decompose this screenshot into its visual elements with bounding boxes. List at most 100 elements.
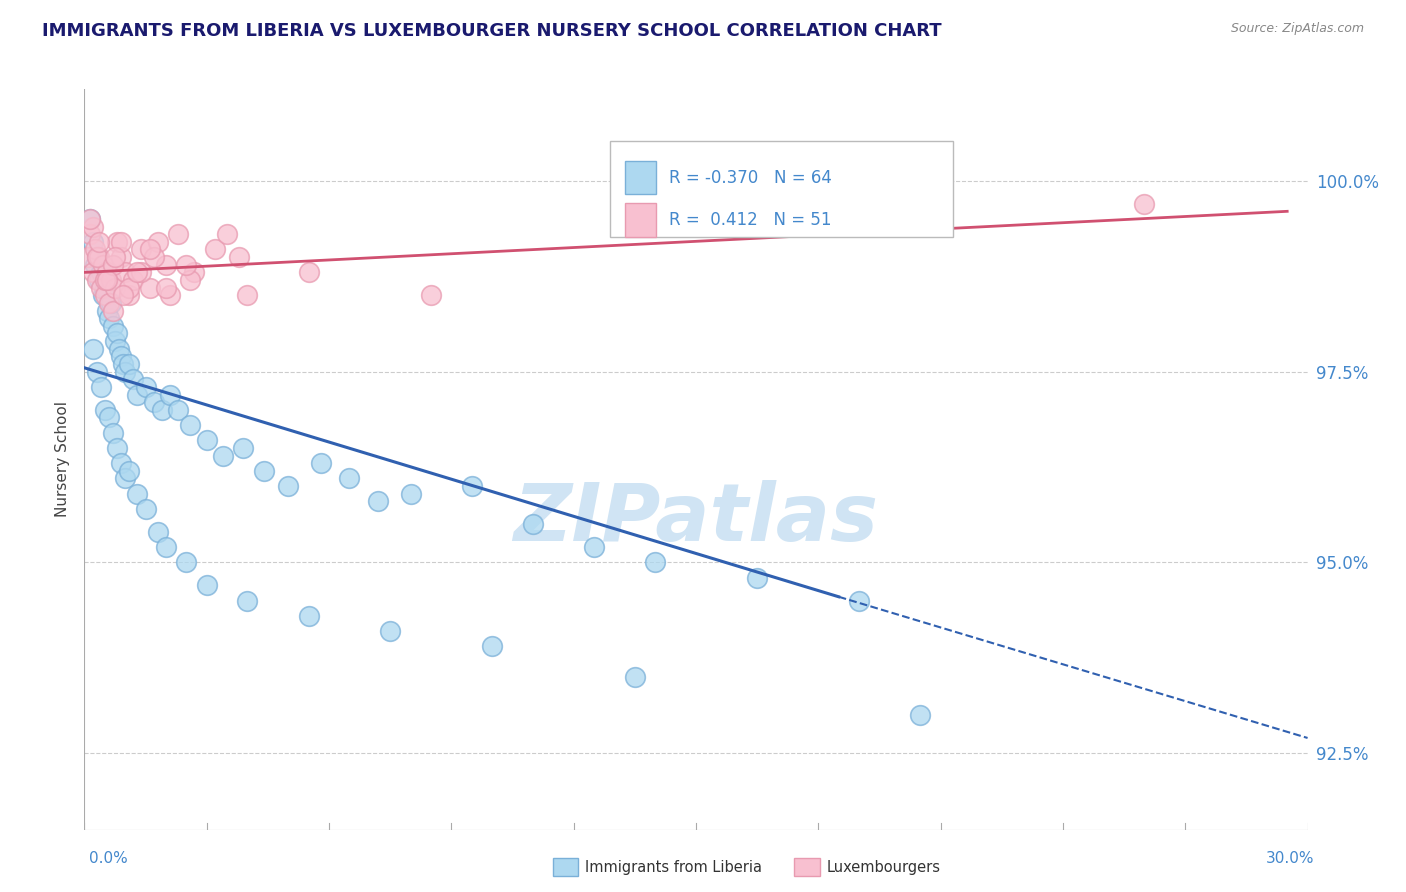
Point	[112, 357, 135, 371]
Point	[112, 288, 135, 302]
Point	[101, 303, 124, 318]
Point	[97, 410, 120, 425]
Point	[97, 296, 120, 310]
Point	[83, 243, 105, 257]
Point	[118, 288, 141, 302]
Point	[101, 425, 124, 440]
Point	[110, 250, 132, 264]
Point	[86, 250, 108, 264]
Point	[212, 449, 235, 463]
Point	[298, 608, 321, 623]
Text: 30.0%: 30.0%	[1267, 851, 1315, 865]
Point	[146, 524, 169, 539]
Point	[135, 380, 157, 394]
Point	[96, 265, 118, 279]
Point	[101, 258, 124, 272]
Point	[908, 708, 931, 723]
Point	[461, 479, 484, 493]
Point	[174, 556, 197, 570]
Point	[86, 365, 108, 379]
Point	[159, 387, 181, 401]
Point	[90, 280, 112, 294]
Point	[155, 280, 177, 294]
Point	[174, 258, 197, 272]
Point	[93, 273, 115, 287]
Point	[82, 235, 104, 249]
Point	[114, 471, 136, 485]
Point	[87, 250, 110, 264]
Point	[122, 372, 145, 386]
Point	[155, 540, 177, 554]
Point	[380, 624, 402, 639]
Point	[236, 593, 259, 607]
Text: IMMIGRANTS FROM LIBERIA VS LUXEMBOURGER NURSERY SCHOOL CORRELATION CHART: IMMIGRANTS FROM LIBERIA VS LUXEMBOURGER …	[42, 22, 942, 40]
Point	[624, 670, 647, 684]
Point	[97, 311, 120, 326]
Point	[118, 280, 141, 294]
Text: Luxembourgers: Luxembourgers	[827, 860, 941, 874]
Point	[420, 288, 443, 302]
Point	[217, 227, 239, 242]
Text: Source: ZipAtlas.com: Source: ZipAtlas.com	[1230, 22, 1364, 36]
Point	[195, 434, 218, 448]
Point	[135, 502, 157, 516]
Point	[90, 265, 112, 279]
Text: Immigrants from Liberia: Immigrants from Liberia	[585, 860, 762, 874]
Bar	[626, 161, 655, 194]
Point	[93, 402, 115, 417]
Point	[114, 265, 136, 279]
Point	[204, 243, 226, 257]
Point	[79, 211, 101, 226]
Point	[159, 288, 181, 302]
Point	[155, 258, 177, 272]
Point	[183, 265, 205, 279]
Point	[87, 273, 110, 287]
Point	[298, 265, 321, 279]
Point	[232, 441, 254, 455]
Point	[142, 250, 165, 264]
Point	[127, 265, 149, 279]
Bar	[626, 203, 655, 236]
Point	[82, 342, 104, 356]
Point	[110, 456, 132, 470]
Point	[236, 288, 259, 302]
Point	[86, 273, 108, 287]
Point	[79, 211, 101, 226]
Text: 0.0%: 0.0%	[89, 851, 128, 865]
Point	[82, 219, 104, 234]
Point	[104, 250, 127, 264]
Point	[745, 571, 768, 585]
Point	[100, 273, 122, 287]
Point	[93, 280, 115, 294]
Point	[277, 479, 299, 493]
Y-axis label: Nursery School: Nursery School	[55, 401, 70, 517]
Point	[522, 517, 544, 532]
Point	[110, 235, 132, 249]
Point	[228, 250, 250, 264]
Point	[79, 227, 101, 242]
Point	[91, 288, 114, 302]
Point	[179, 273, 201, 287]
Point	[167, 402, 190, 417]
Text: ZIPatlas: ZIPatlas	[513, 480, 879, 558]
Point	[127, 387, 149, 401]
Point	[481, 640, 503, 654]
Point	[131, 243, 153, 257]
Point	[77, 250, 100, 264]
Point	[122, 273, 145, 287]
Point	[339, 471, 360, 485]
Point	[644, 556, 666, 570]
Point	[167, 227, 190, 242]
Point	[87, 235, 110, 249]
Point	[127, 487, 149, 501]
Point	[114, 365, 136, 379]
Point	[96, 303, 118, 318]
Point	[100, 296, 122, 310]
Point	[118, 357, 141, 371]
Point	[105, 235, 128, 249]
Point	[142, 395, 165, 409]
Point	[195, 578, 218, 592]
Point	[91, 258, 114, 272]
FancyBboxPatch shape	[610, 141, 953, 237]
Point	[104, 334, 127, 348]
